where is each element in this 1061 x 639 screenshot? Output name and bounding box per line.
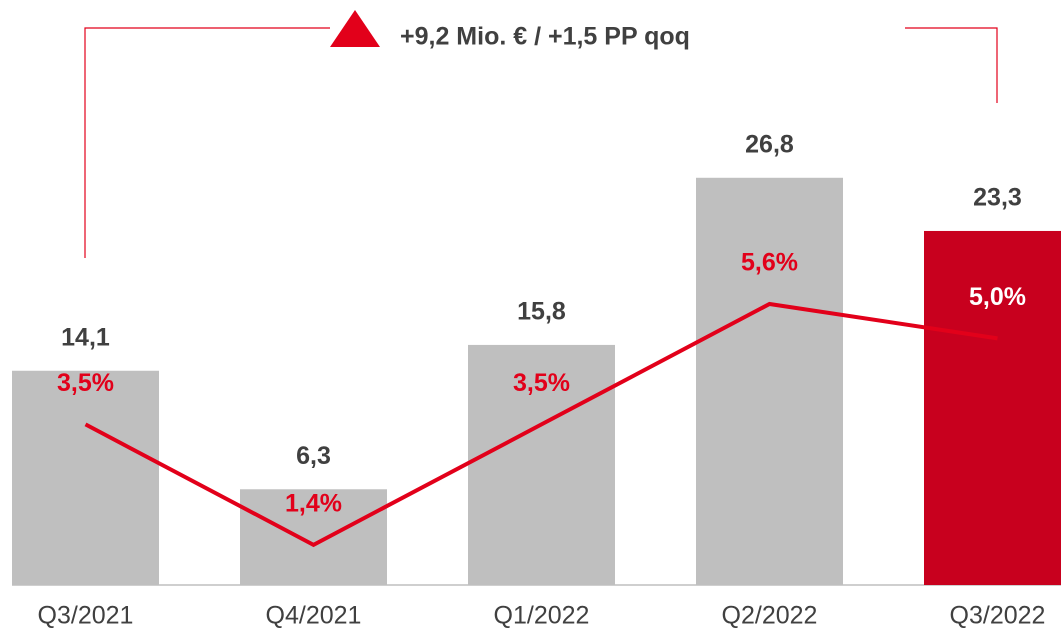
bar-value-label: 6,3 <box>296 442 331 470</box>
x-tick-label: Q1/2022 <box>494 602 590 630</box>
bar <box>12 370 159 585</box>
bar <box>468 344 615 585</box>
x-tick-label: Q4/2021 <box>266 602 362 630</box>
bar <box>240 489 387 585</box>
bar-value-label: 23,3 <box>973 184 1022 212</box>
bar-value-label: 26,8 <box>745 130 794 158</box>
bar <box>696 177 843 585</box>
bar-value-label: 14,1 <box>61 323 110 351</box>
line-value-label: 5,0% <box>969 283 1026 311</box>
line-value-label: 3,5% <box>57 369 114 397</box>
x-tick-label: Q3/2021 <box>38 602 134 630</box>
annotation-bracket-right <box>905 27 998 103</box>
line <box>84 301 998 548</box>
line-value-label: 3,5% <box>513 369 570 397</box>
annotation: +9,2 Mio. € / +1,5 PP qoq <box>400 23 690 51</box>
increase-triangle <box>330 10 380 47</box>
line-value-label: 5,6% <box>741 249 798 277</box>
annotation-bracket-left <box>84 27 330 258</box>
bar <box>924 230 1061 585</box>
x-tick-label: Q2/2022 <box>722 602 818 630</box>
line-value-label: 1,4% <box>285 489 342 517</box>
bar-value-label: 15,8 <box>517 298 566 326</box>
x-tick-label: Q3/2022 <box>950 602 1046 630</box>
